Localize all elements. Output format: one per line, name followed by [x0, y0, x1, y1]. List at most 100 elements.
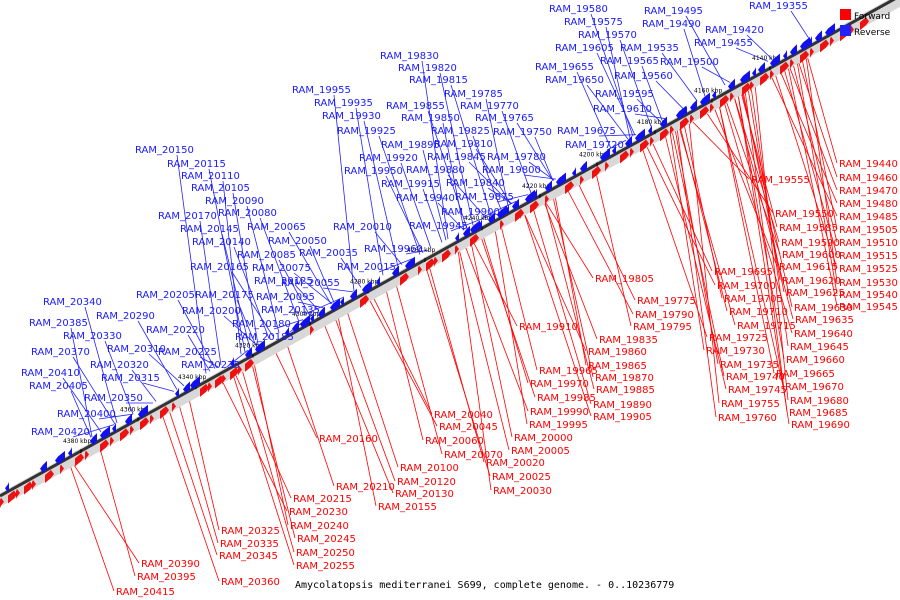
gene-label-reverse: RAM_19800	[482, 165, 541, 176]
axis-tick-label: 4360 kbp	[120, 406, 148, 413]
gene-label-forward: RAM_19555	[751, 175, 810, 186]
gene-arrow-forward	[630, 147, 634, 158]
leader-line-reverse	[468, 161, 512, 205]
gene-label-forward: RAM_19860	[588, 347, 647, 358]
gene-label-forward: RAM_19865	[588, 361, 647, 372]
gene-arrow-reverse	[68, 447, 72, 458]
gene-label-reverse: RAM_19950	[344, 166, 403, 177]
leader-line-reverse	[322, 287, 354, 293]
axis-tick-label: 4240 kbp	[464, 215, 492, 222]
gene-label-reverse: RAM_20080	[218, 208, 277, 219]
leader-line-forward	[595, 172, 632, 327]
gene-label-reverse: RAM_19575	[564, 17, 623, 28]
axis-tick-label: 4320 kbp	[235, 342, 263, 349]
gene-label-forward: RAM_19470	[839, 186, 898, 197]
leader-line-reverse	[661, 52, 698, 102]
gene-arrow-forward	[45, 470, 54, 483]
gene-arrow-reverse	[690, 99, 697, 112]
gene-arrow-forward	[238, 365, 242, 376]
gene-label-reverse: RAM_20075	[252, 263, 311, 274]
gene-arrow-reverse	[825, 23, 835, 37]
gene-label-forward: RAM_19995	[529, 420, 588, 431]
gene-arrow-forward	[800, 50, 809, 64]
gene-arrow-forward	[810, 47, 814, 58]
gene-arrow-forward	[434, 256, 438, 267]
gene-label-forward: RAM_19885	[596, 385, 655, 396]
gene-label-forward: RAM_20245	[297, 534, 356, 545]
gene-arrow-forward	[455, 245, 459, 256]
gene-arrow-forward	[605, 161, 609, 172]
axis-tick-label: 4340 kbp	[178, 374, 206, 381]
leader-line-forward	[428, 265, 485, 463]
leader-line-forward	[669, 131, 705, 351]
leader-line-reverse	[176, 154, 207, 374]
leader-line-reverse	[378, 135, 421, 255]
axis-ticks: 4140 kbp 4160 kbp 4180 kbp 4200 kbp 4220 kbp…	[63, 55, 780, 453]
gene-arrow-reverse	[5, 482, 9, 493]
leader-line-forward	[458, 248, 510, 451]
gene-arrow-forward	[650, 136, 654, 147]
gene-arrow-forward	[720, 95, 729, 108]
gene-arrow-forward	[592, 166, 601, 180]
leader-line-forward	[801, 58, 838, 230]
leader-line-reverse	[72, 356, 116, 425]
leader-line-reverse	[534, 136, 554, 181]
gene-arrow-reverse	[580, 160, 587, 173]
leader-line-reverse	[104, 340, 134, 415]
gene-label-reverse: RAM_20165	[190, 262, 249, 273]
leader-line-reverse	[222, 180, 242, 355]
gene-label-reverse: RAM_19610	[593, 104, 652, 115]
gene-arrow-forward	[470, 233, 479, 247]
leader-line-reverse	[701, 66, 731, 83]
gene-arrow-forward	[32, 480, 36, 491]
gene-arrow-forward	[770, 70, 774, 81]
gene-arrow-reverse	[600, 148, 610, 162]
leader-line-reverse	[246, 205, 280, 334]
gene-label-reverse: RAM_19750	[493, 127, 552, 138]
gene-label-reverse: RAM_19605	[555, 43, 614, 54]
gene-label-forward: RAM_19760	[718, 413, 777, 424]
gene-arrow-reverse	[790, 44, 797, 57]
gene-arrow-reverse	[245, 347, 252, 359]
legend-forward-label: Forward	[854, 12, 890, 22]
leader-line-reverse	[790, 10, 810, 39]
gene-arrow-reverse	[285, 326, 289, 337]
gene-label-forward: RAM_20325	[221, 526, 280, 537]
gene-arrow-forward	[200, 383, 209, 397]
gene-label-reverse: RAM_19655	[535, 62, 594, 73]
gene-label-forward: RAM_20255	[296, 561, 355, 572]
gene-label-reverse: RAM_20135	[261, 305, 320, 316]
gene-arrow-reverse	[100, 425, 110, 440]
gene-label-forward: RAM_19460	[839, 173, 898, 184]
gene-arrow-forward	[8, 490, 17, 504]
reverse-gene-labels: RAM_19355 RAM_19420 RAM_19455 RAM_19495 RAM_…	[21, 1, 808, 438]
gene-label-forward: RAM_19525	[839, 264, 898, 275]
leader-line-reverse	[232, 192, 259, 345]
gene-label-reverse: RAM_20090	[205, 196, 264, 207]
gene-label-reverse: RAM_19780	[487, 152, 546, 163]
gene-label-forward: RAM_19690	[791, 420, 850, 431]
gene-label-reverse: RAM_20115	[167, 159, 226, 170]
leader-line-forward	[754, 84, 789, 401]
gene-arrow-forward	[565, 181, 574, 195]
leader-line-reverse	[605, 26, 631, 139]
gene-label-forward: RAM_19545	[839, 302, 898, 313]
gene-label-forward: RAM_19965	[539, 366, 598, 377]
gene-label-reverse: RAM_20370	[31, 347, 90, 358]
gene-arrow-forward	[680, 117, 689, 131]
gene-arrow-forward	[140, 417, 149, 431]
leader-line-forward	[718, 104, 775, 374]
leader-line-reverse	[487, 187, 513, 204]
gene-label-reverse: RAM_19720	[565, 140, 624, 151]
gene-arrow-reverse	[405, 256, 415, 270]
gene-arrow-reverse	[783, 49, 787, 60]
gene-arrow-reverse	[740, 70, 750, 84]
gene-label-reverse: RAM_19880	[406, 165, 465, 176]
leader-line-reverse	[70, 390, 92, 438]
leader-line-reverse	[236, 299, 257, 346]
gene-arrow-reverse	[392, 265, 399, 278]
gene-label-forward: RAM_19705	[724, 294, 783, 305]
gene-arrow-forward	[215, 375, 224, 389]
gene-arrow-reverse	[712, 89, 716, 100]
